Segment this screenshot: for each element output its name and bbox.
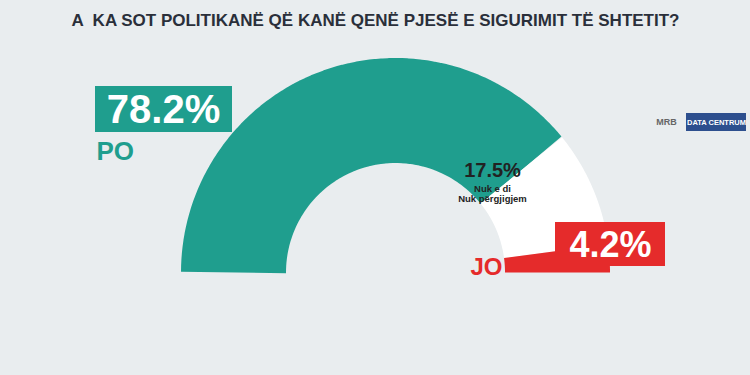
svg-text:PO: PO: [97, 136, 135, 166]
svg-text:4.2%: 4.2%: [569, 224, 651, 265]
svg-text:78.2%: 78.2%: [107, 87, 220, 131]
svg-text:17.5%: 17.5%: [464, 159, 521, 181]
svg-text:A KA SOT POLITIKANË QË KANË Q: A KA SOT POLITIKANË QË KANË QENË PJESË E…: [72, 11, 680, 30]
svg-text:JO: JO: [471, 253, 503, 280]
svg-text:DATA CENTRUM: DATA CENTRUM: [687, 118, 746, 127]
svg-text:Nuk e diNuk përgjigjem: Nuk e diNuk përgjigjem: [458, 183, 527, 205]
svg-text:MRB: MRB: [656, 117, 677, 127]
